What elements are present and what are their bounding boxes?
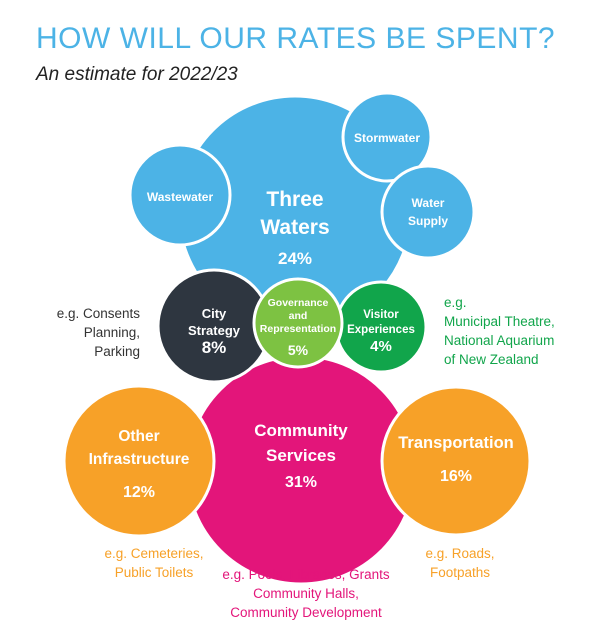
bubble-community-services-label: Community — [254, 421, 348, 440]
bubble-visitor-experiences: Visitor Experiences 4% — [334, 280, 428, 374]
chart-title: HOW WILL OUR RATES BE SPENT? — [36, 22, 556, 55]
note-line: e.g. Pools, Libraries, Grants — [222, 567, 390, 582]
bubble-water-supply: Water Supply — [380, 164, 476, 260]
chart-subtitle: An estimate for 2022/23 — [36, 64, 238, 85]
bubble-governance-and-representation-label: Governance — [268, 297, 329, 309]
bubble-transportation: Transportation 16% — [380, 385, 532, 537]
note-other-infrastructure: e.g. Cemeteries, Public Toilets — [84, 544, 224, 582]
bubble-visitor-experiences-value: 4% — [370, 338, 392, 355]
bubble-community-services: Community Services 31% — [185, 354, 417, 586]
bubble-stormwater-circle — [341, 91, 433, 183]
note-line: Footpaths — [429, 565, 491, 580]
bubble-visitor-experiences-label: Experiences — [347, 324, 415, 336]
bubble-wastewater-circle — [128, 143, 232, 247]
note-visitor-experiences: e.g. Municipal Theatre, National Aquarium o… — [444, 293, 594, 369]
note-line: National Aquarium — [444, 333, 555, 348]
bubble-wastewater: Wastewater — [128, 143, 232, 247]
bubble-visitor-experiences-label: Visitor — [363, 309, 399, 321]
note-line: e.g. — [444, 295, 467, 310]
bubble-water-supply-label: Water — [412, 196, 445, 210]
bubble-water-supply-circle — [380, 164, 476, 260]
note-line: Community Development — [230, 605, 382, 620]
note-line: of New Zealand — [444, 352, 539, 367]
bubble-city-strategy-label: Strategy — [188, 323, 241, 338]
bubble-water-supply-label: Supply — [408, 214, 448, 228]
bubble-three-waters-label: Waters — [260, 216, 329, 239]
bubble-governance-and-representation-label: and — [289, 310, 308, 322]
bubble-other-infrastructure: Other Infrastructure 12% — [62, 384, 216, 538]
bubble-transportation-circle — [380, 385, 532, 537]
note-line: e.g. Roads, — [425, 546, 495, 561]
bubble-community-services-value: 31% — [285, 474, 317, 491]
note-line: Planning, — [83, 325, 140, 340]
note-line: e.g. Consents — [56, 306, 140, 321]
note-line: Parking — [94, 344, 140, 359]
note-line: Public Toilets — [114, 565, 194, 580]
bubble-three-waters-value: 24% — [278, 249, 312, 268]
bubble-governance-and-representation-value: 5% — [288, 342, 309, 358]
bubble-stormwater: Stormwater — [341, 91, 433, 183]
bubble-other-infrastructure-label: Infrastructure — [89, 451, 190, 468]
bubble-other-infrastructure-circle — [62, 384, 216, 538]
bubble-stormwater-label: Stormwater — [354, 131, 420, 145]
bubble-other-infrastructure-label: Other — [118, 428, 159, 445]
note-transportation: e.g. Roads, Footpaths — [395, 544, 525, 582]
note-city-strategy: e.g. Consents Planning, Parking — [40, 304, 140, 361]
note-line: Community Halls, — [253, 586, 359, 601]
bubble-wastewater-label: Wastewater — [147, 190, 214, 204]
bubble-governance-and-representation-circle — [252, 277, 344, 369]
note-line: Municipal Theatre, — [444, 314, 555, 329]
bubble-governance-and-representation-label: Representation — [260, 323, 336, 335]
bubble-city-strategy-label: City — [202, 306, 227, 321]
bubble-transportation-label: Transportation — [398, 434, 514, 452]
bubble-city-strategy-value: 8% — [202, 338, 227, 357]
note-community-services: e.g. Pools, Libraries, Grants Community H… — [196, 565, 416, 622]
bubble-other-infrastructure-value: 12% — [123, 484, 155, 501]
bubble-three-waters-label: Three — [266, 188, 323, 211]
bubble-transportation-value: 16% — [440, 468, 472, 485]
bubble-community-services-label: Services — [266, 446, 336, 465]
note-line: e.g. Cemeteries, — [104, 546, 204, 561]
